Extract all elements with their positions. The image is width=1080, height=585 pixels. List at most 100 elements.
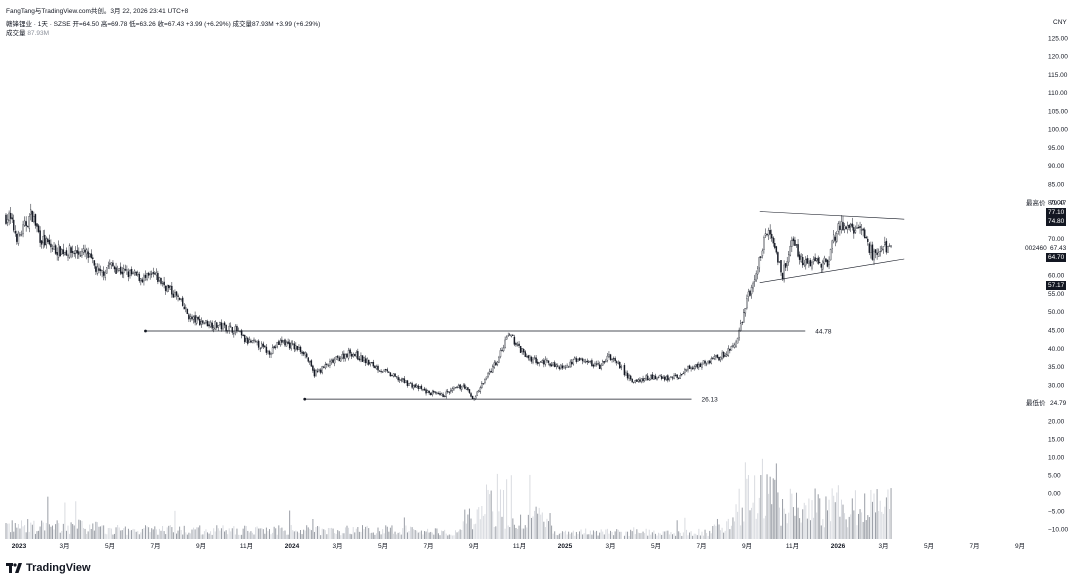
volume-bar [862,521,864,539]
candle-body [499,350,502,357]
candle-body [372,361,375,367]
volume-bar [309,528,311,539]
candle-body [540,361,542,363]
low-label: 最低价 [1026,400,1046,407]
volume-bar [734,521,735,539]
volume-bar [382,529,384,539]
volume-bar [703,535,704,539]
volume-bar [168,525,170,539]
volume-bar [623,535,625,539]
candle-body [316,370,319,372]
candle-body [650,374,652,380]
candle-body [806,258,809,264]
candle-body [144,274,147,278]
triangle-trendline[interactable] [759,258,905,284]
volume-bar [796,492,797,539]
volume-bar [259,528,261,539]
volume-bar [405,525,407,539]
volume-bar [278,525,280,539]
line-anchor[interactable] [303,397,307,401]
triangle-trendline[interactable] [759,211,905,220]
volume-bar [149,532,151,539]
volume-bar [327,527,329,539]
candle-body [842,222,844,231]
candle-body [355,352,358,357]
volume-bar [107,528,109,539]
candle-body [510,334,513,337]
volume-bar [332,528,334,539]
volume-bar [196,527,198,539]
candle-body [600,364,602,369]
candle-body [405,380,407,383]
volume-bar [50,526,52,539]
volume-bar [834,502,836,539]
candle-body [284,339,286,346]
candle-body [352,353,354,357]
candle-body [248,339,251,343]
candle-body [288,342,291,349]
candle-body [61,249,63,255]
volume-bar [854,490,856,539]
volume-bar [52,525,53,539]
candle-body [657,376,660,378]
candle-body [597,363,599,365]
volume-bar [281,527,283,539]
volume-bar [811,500,813,539]
volume-bar [90,529,92,539]
volume-bar [126,534,128,539]
candle-body [543,360,545,365]
line-anchor[interactable] [144,329,147,333]
volume-bar [307,527,309,539]
candle-body [626,372,629,379]
candle-body [671,377,674,379]
volume-bar [104,533,106,539]
candle-body [8,212,10,221]
candle-body [278,341,280,345]
candle-body [760,256,762,258]
volume-bar [109,527,111,539]
candle-body [130,269,133,275]
volume-bar [822,518,824,539]
candle-body [825,258,827,262]
candle-body [208,324,210,327]
tradingview-logo[interactable]: TradingView [6,562,91,574]
candle-body [129,270,131,276]
volume-bar [216,525,218,539]
volume-bar [763,518,765,539]
candle-body [340,358,342,362]
candle-body [839,225,841,231]
candle-body [222,323,224,330]
volume-bar [760,475,762,539]
candle-body [37,225,40,232]
volume-bar [203,531,205,539]
candle-body [429,392,432,396]
x-axis-tick: 5月 [378,542,388,550]
x-axis-tick: 9月 [742,542,752,550]
price-axis-tick: 80.00 [1048,200,1065,207]
volume-bar [55,524,57,539]
candle-body [557,365,559,367]
volume-bar [400,534,402,539]
volume-bar [101,525,103,539]
volume-bar [534,510,536,539]
candle-body [417,385,420,389]
candle-body [777,252,779,263]
candle-body [619,362,621,369]
volume-bar [380,534,382,539]
volume-bar [465,523,467,539]
price-tag-74: 74.80 [1046,217,1067,226]
volume-bar [689,532,691,539]
candle-body [877,252,880,257]
volume-bar [743,521,745,539]
candle-body [203,323,206,325]
volume-bar [489,494,491,539]
low-value: 24.79 [1050,400,1067,407]
candle-body [707,360,709,363]
candle-body [178,297,181,300]
volume-bar [437,533,439,539]
volume-bar [537,513,539,539]
volume-bar [785,513,787,539]
candle-body [85,249,88,255]
candle-body [268,351,271,355]
